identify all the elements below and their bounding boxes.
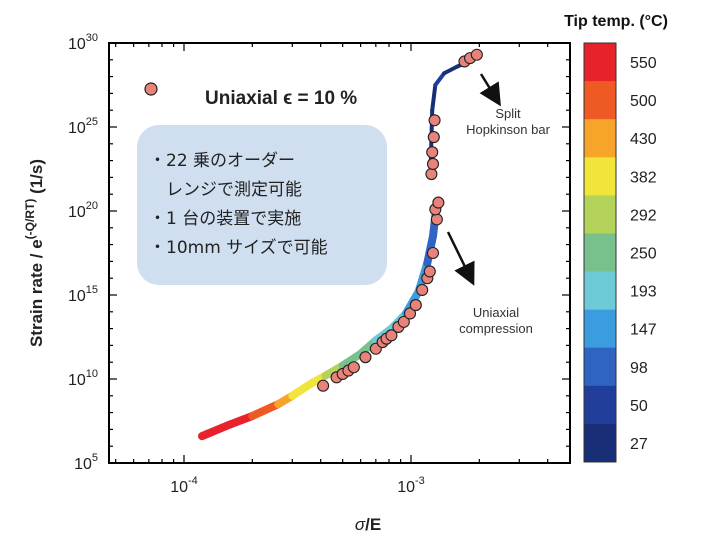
colorbar-label: 50: [630, 398, 648, 415]
uniaxial-point: [426, 157, 440, 171]
temperature-band-segment: [248, 400, 283, 420]
uniaxial-point: [427, 131, 440, 144]
colorbar-swatch: [584, 385, 616, 425]
y-tick-label: 1030: [68, 32, 98, 53]
uniaxial-point: [385, 329, 398, 342]
annotation-hopkinson: Split Hopkinson bar: [466, 73, 551, 137]
ticks-layer: [109, 42, 570, 464]
y-tick-label: 105: [74, 452, 98, 473]
uniaxial-point: [347, 361, 360, 374]
annotation-uniaxial: Uniaxial compression: [446, 231, 533, 336]
y-tick-label: 1015: [68, 284, 98, 305]
uniaxial-point: [426, 246, 440, 260]
uniaxial-point: [397, 315, 410, 328]
legend-marker: [144, 82, 158, 96]
uniaxial-point: [432, 196, 445, 209]
uniaxial-point: [470, 48, 483, 61]
annotation-uniaxial-text: Uniaxial compression: [459, 305, 533, 336]
hopkinson-band-segment: [430, 83, 438, 113]
y-tick-label: 1010: [68, 368, 98, 389]
uniaxial-point: [428, 114, 441, 127]
colorbar-label: 98: [630, 360, 648, 377]
uniaxial-point: [426, 146, 439, 159]
x-axis-label-rest: /E: [365, 515, 381, 534]
temperature-band-segment: [197, 420, 235, 441]
annotation-hopkinson-text: Split Hopkinson bar: [466, 106, 550, 137]
colorbar-swatch: [584, 309, 616, 349]
y-axis-label: Strain rate / e(-Q/RT) (1/s): [23, 159, 46, 347]
colorbar-swatch: [584, 43, 616, 82]
x-tick-labels: 10-4 10-3: [170, 475, 425, 496]
colorbar-label: 27: [630, 436, 648, 453]
note-line: ・1 台の装置で実施: [149, 209, 302, 229]
uniaxial-points-layer: [317, 48, 483, 392]
y-tick-labels: 105 1010 1015 1020 1025 1030: [68, 32, 98, 473]
colorbar-frame: [583, 42, 617, 463]
colorbar-swatch: [584, 195, 616, 234]
arrow-uniaxial: [446, 231, 475, 286]
colorbar: 550 500 430 382 292 250 193 147 98 50 27: [583, 42, 657, 463]
y-tick-label: 1025: [68, 116, 98, 137]
uniaxial-point: [425, 167, 438, 181]
colorbar-swatch: [584, 347, 616, 387]
colorbar-label: 550: [630, 55, 657, 72]
note-line: ・22 乗のオーダー: [149, 151, 296, 171]
colorbar-swatch: [584, 271, 616, 311]
hopkinson-band-segment: [433, 71, 447, 87]
colorbar-swatch: [584, 157, 616, 196]
uniaxial-point: [409, 299, 422, 312]
uniaxial-point: [359, 351, 372, 364]
colorbar-label: 500: [630, 93, 657, 110]
colorbar-swatch: [584, 81, 616, 120]
notes-box: ・22 乗のオーダー レンジで測定可能 ・1 台の装置で実施・10mm サイズで可…: [137, 125, 387, 285]
legend-label: Uniaxial ϵ = 10 %: [205, 88, 357, 109]
colorbar-swatch: [584, 119, 616, 158]
hopkinson-band-segment: [442, 64, 460, 76]
colorbar-swatch: [584, 423, 616, 463]
colorbar-title: Tip temp. (°C): [564, 13, 668, 30]
x-axis-label: σ/E: [355, 515, 381, 534]
x-axis-label-sigma: σ: [355, 515, 366, 534]
uniaxial-point: [430, 213, 443, 226]
x-tick-label: 10-3: [397, 475, 425, 496]
note-line: ・10mm サイズで可能: [149, 238, 328, 258]
uniaxial-point: [317, 379, 330, 392]
uniaxial-point: [416, 283, 429, 297]
colorbar-label: 292: [630, 207, 657, 224]
colorbar-label: 250: [630, 246, 657, 263]
note-line: レンジで測定可能: [149, 180, 302, 200]
uniaxial-point: [423, 265, 436, 278]
arrow-hopkinson: [479, 73, 501, 107]
colorbar-label: 382: [630, 169, 657, 186]
y-tick-label: 1020: [68, 200, 98, 221]
x-tick-label: 10-4: [170, 475, 198, 496]
colorbar-label: 193: [630, 284, 657, 301]
uniaxial-point: [403, 307, 417, 320]
colorbar-label: 430: [630, 131, 657, 148]
colorbar-label: 147: [630, 322, 657, 339]
colorbar-swatch: [584, 233, 616, 273]
